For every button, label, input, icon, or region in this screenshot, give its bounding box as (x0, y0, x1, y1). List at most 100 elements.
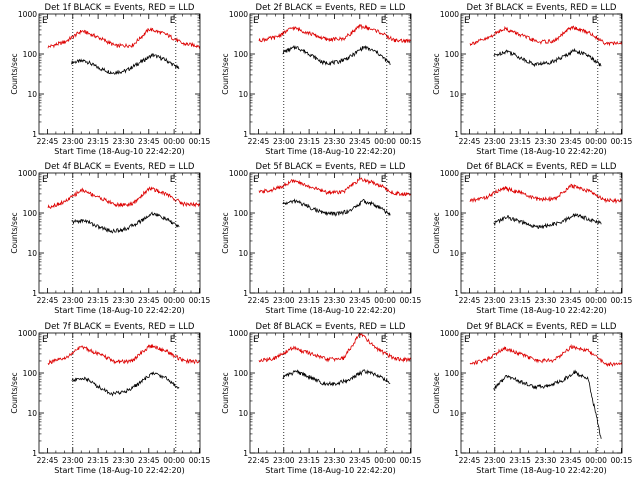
event-marker-2: E (170, 16, 176, 26)
x-tick-label: 00:00 (585, 296, 607, 305)
x-tick-label: 23:15 (298, 137, 320, 146)
x-tick-label: 23:30 (535, 296, 557, 305)
y-tick-label: 1 (454, 449, 459, 458)
plot-frame (38, 13, 201, 135)
event-marker-1: E (464, 16, 470, 26)
x-tick-label: 00:15 (611, 137, 633, 146)
event-marker-2: E (170, 175, 176, 185)
series-events (282, 198, 391, 217)
series-events (493, 369, 602, 439)
x-tick-label: 23:30 (113, 137, 135, 146)
event-marker-2: E (592, 16, 598, 26)
x-tick-label: 00:15 (400, 137, 422, 146)
chart-title: Det 2f BLACK = Events, RED = LLD (256, 3, 406, 13)
series-events (282, 44, 391, 66)
series-lld (47, 343, 200, 366)
y-axis-label: Counts/sec (10, 372, 19, 413)
y-tick-label: 10 (449, 90, 459, 99)
y-tick-label: 10 (238, 249, 248, 258)
y-axis-label: Counts/sec (432, 372, 441, 413)
event-marker-2: E (592, 335, 598, 345)
x-tick-label: 23:00 (273, 137, 295, 146)
x-tick-label: 00:15 (189, 296, 211, 305)
y-tick-label: 10 (27, 249, 37, 258)
x-tick-label: 23:00 (273, 296, 295, 305)
x-tick-label: 23:30 (324, 456, 346, 465)
x-tick-label: 23:00 (484, 137, 506, 146)
y-tick-label: 1000 (229, 169, 248, 178)
x-tick-label: 00:00 (163, 456, 185, 465)
y-tick-label: 1 (454, 130, 459, 139)
x-axis-label: Start Time (18-Aug-10 22:42:20) (476, 466, 607, 475)
x-tick-label: 00:00 (585, 456, 607, 465)
y-tick-label: 1000 (18, 329, 37, 338)
series-events (282, 369, 391, 387)
x-tick-label: 23:00 (273, 456, 295, 465)
series-events (493, 47, 602, 68)
x-axis-label: Start Time (18-Aug-10 22:42:20) (476, 147, 607, 156)
y-axis-label: Counts/sec (221, 53, 230, 94)
x-tick-label: 23:30 (324, 296, 346, 305)
series-lld (47, 186, 200, 209)
x-tick-label: 23:45 (349, 456, 371, 465)
chart-title: Det 8f BLACK = Events, RED = LLD (256, 322, 406, 332)
x-tick-label: 23:45 (560, 137, 582, 146)
chart-title: Det 7f BLACK = Events, RED = LLD (45, 322, 195, 332)
x-tick-label: 23:15 (298, 296, 320, 305)
y-axis-label: Counts/sec (432, 212, 441, 253)
y-axis-label: Counts/sec (221, 372, 230, 413)
y-tick-label: 1000 (440, 169, 459, 178)
x-tick-label: 22:45 (459, 137, 481, 146)
series-lld (258, 177, 411, 197)
x-tick-label: 23:00 (484, 296, 506, 305)
event-marker-2: E (381, 175, 387, 185)
chart-title: Det 9f BLACK = Events, RED = LLD (467, 322, 617, 332)
y-tick-label: 10 (27, 90, 37, 99)
y-axis-label: Counts/sec (432, 53, 441, 94)
x-tick-label: 23:15 (509, 296, 531, 305)
event-marker-1: E (42, 335, 48, 345)
chart-panel-5: Det 5f BLACK = Events, RED = LLD E E 1 10 100… (221, 162, 421, 315)
y-tick-label: 1000 (229, 329, 248, 338)
y-tick-label: 100 (234, 369, 249, 378)
x-tick-label: 00:15 (611, 456, 633, 465)
x-axis-label: Start Time (18-Aug-10 22:42:20) (54, 147, 185, 156)
chart-panel-1: Det 1f BLACK = Events, RED = LLD E E 1 10 100… (10, 3, 210, 156)
plot-frame (38, 332, 201, 454)
x-tick-label: 23:15 (509, 456, 531, 465)
plot-frame (460, 172, 623, 294)
x-tick-label: 23:30 (535, 137, 557, 146)
y-axis-label: Counts/sec (10, 212, 19, 253)
y-tick-label: 1 (243, 449, 248, 458)
x-tick-label: 23:30 (324, 137, 346, 146)
x-tick-label: 22:45 (248, 137, 270, 146)
y-tick-label: 1 (32, 130, 37, 139)
event-marker-2: E (592, 175, 598, 185)
x-axis-label: Start Time (18-Aug-10 22:42:20) (54, 466, 185, 475)
series-lld (258, 333, 411, 363)
chart-panel-7: Det 7f BLACK = Events, RED = LLD E E 1 10 100… (10, 322, 210, 475)
plot-frame (38, 172, 201, 294)
x-tick-label: 23:30 (113, 296, 135, 305)
chart-title: Det 4f BLACK = Events, RED = LLD (45, 162, 195, 172)
x-tick-label: 00:00 (585, 137, 607, 146)
chart-title: Det 6f BLACK = Events, RED = LLD (467, 162, 617, 172)
x-tick-label: 23:00 (62, 296, 84, 305)
y-tick-label: 10 (27, 409, 37, 418)
x-tick-label: 23:45 (138, 456, 160, 465)
y-tick-label: 1 (243, 289, 248, 298)
x-tick-label: 22:45 (37, 137, 59, 146)
chart-panel-4: Det 4f BLACK = Events, RED = LLD E E 1 10 100… (10, 162, 210, 315)
x-tick-label: 23:45 (138, 137, 160, 146)
x-tick-label: 23:45 (349, 137, 371, 146)
y-tick-label: 100 (445, 369, 460, 378)
plot-frame (249, 332, 412, 454)
chart-panel-6: Det 6f BLACK = Events, RED = LLD E E 1 10 100… (432, 162, 632, 315)
x-tick-label: 00:00 (374, 456, 396, 465)
y-tick-label: 100 (445, 209, 460, 218)
x-tick-label: 00:00 (374, 137, 396, 146)
y-tick-label: 10 (449, 409, 459, 418)
y-tick-label: 1000 (440, 329, 459, 338)
series-lld (47, 27, 200, 49)
y-tick-label: 100 (445, 50, 460, 59)
